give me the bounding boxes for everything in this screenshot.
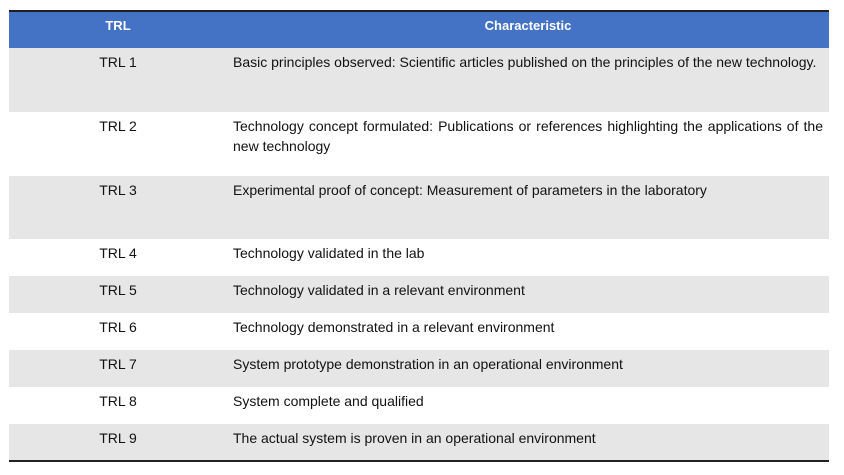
trl-level-cell: TRL 8 xyxy=(99,393,137,409)
characteristic-cell: Technology validated in a relevant envir… xyxy=(233,282,525,298)
characteristic-cell: System complete and qualified xyxy=(233,393,424,409)
trl-level-cell: TRL 3 xyxy=(99,182,137,198)
trl-level-cell: TRL 5 xyxy=(99,282,137,298)
header-trl: TRL xyxy=(105,18,131,33)
trl-level-cell: TRL 4 xyxy=(99,245,137,261)
trl-table: TRL Characteristic TRL 1 Basic principle… xyxy=(9,10,829,462)
trl-level-cell: TRL 7 xyxy=(99,356,137,372)
table-row: TRL 4 Technology validated in the lab xyxy=(9,239,829,276)
characteristic-cell: Technology demonstrated in a relevant en… xyxy=(233,319,555,335)
trl-level-cell: TRL 1 xyxy=(99,54,137,70)
characteristic-cell: The actual system is proven in an operat… xyxy=(233,430,596,446)
characteristic-cell: System prototype demonstration in an ope… xyxy=(233,356,623,372)
table-row: TRL 8 System complete and qualified xyxy=(9,387,829,424)
header-characteristic: Characteristic xyxy=(484,18,572,33)
characteristic-cell: Experimental proof of concept: Measureme… xyxy=(233,182,707,198)
trl-level-cell: TRL 2 xyxy=(99,118,137,134)
table-row: TRL 5 Technology validated in a relevant… xyxy=(9,276,829,313)
table-body: TRL 1 Basic principles observed: Scienti… xyxy=(9,48,829,461)
table-row: TRL 9 The actual system is proven in an … xyxy=(9,424,829,461)
table-row: TRL 6 Technology demonstrated in a relev… xyxy=(9,313,829,350)
table-row: TRL 1 Basic principles observed: Scienti… xyxy=(9,48,829,112)
header-row: TRL Characteristic xyxy=(9,11,829,48)
characteristic-cell: Technology validated in the lab xyxy=(233,245,425,261)
table-row: TRL 7 System prototype demonstration in … xyxy=(9,350,829,387)
table-row: TRL 2 Technology concept formulated: Pub… xyxy=(9,112,829,176)
table-header: TRL Characteristic xyxy=(9,11,829,48)
characteristic-cell: Technology concept formulated: Publicati… xyxy=(233,118,823,154)
characteristic-cell: Basic principles observed: Scientific ar… xyxy=(233,54,817,70)
table-row: TRL 3 Experimental proof of concept: Mea… xyxy=(9,176,829,239)
trl-level-cell: TRL 6 xyxy=(99,319,137,335)
trl-level-cell: TRL 9 xyxy=(99,430,137,446)
